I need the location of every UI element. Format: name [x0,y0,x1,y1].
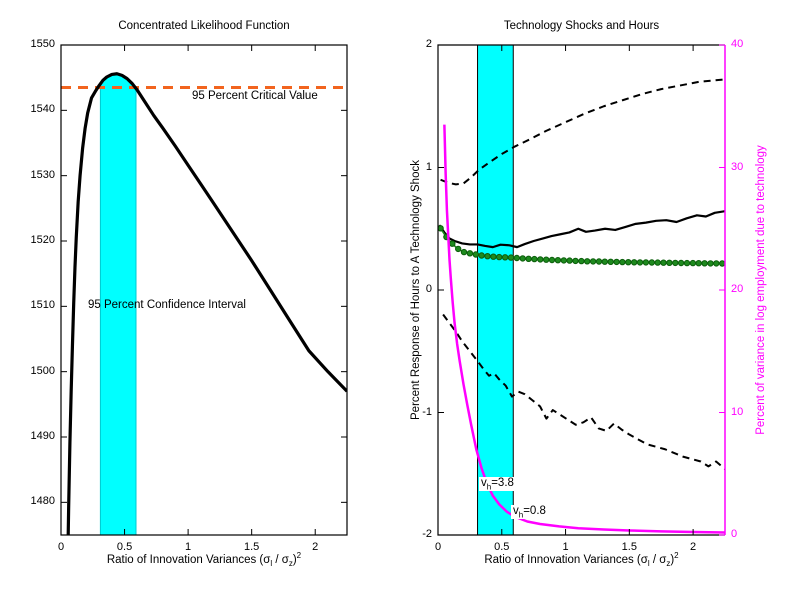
critical-value-label: 95 Percent Critical Value [192,90,318,102]
left-plot-title: Concentrated Likelihood Function [118,20,290,32]
green-circle-marker [449,240,456,247]
xlabel-text: Ratio of Innovation Variances (σ [484,553,648,566]
series-1 [438,210,725,249]
vh-sub: h [518,510,524,520]
green-circle-marker [513,254,520,262]
green-circle-marker [531,255,538,263]
green-circle-marker [654,259,661,266]
green-circle-marker [543,256,550,263]
green-circle-marker [572,257,579,265]
left-plot-xlabel: Ratio of Innovation Variances (σl / σz)2 [61,551,347,568]
green-circle-marker [466,250,474,257]
green-circle-marker [578,257,585,265]
green-circle-marker [548,256,556,264]
green-circle-marker [677,259,685,267]
green-circle-marker [613,258,620,266]
confidence-interval-label: 95 Percent Confidence Interval [88,299,246,311]
series-4 [443,124,725,534]
right-plot-xlabel: Ratio of Innovation Variances (σl / σz)2 [438,551,725,568]
green-circle-marker [566,257,573,264]
xlabel-text: / σ [272,553,289,566]
green-circle-marker [625,259,632,266]
green-circle-marker [460,248,468,256]
right-plot-title: Technology Shocks and Hours [503,20,660,32]
green-circle-marker [478,252,485,259]
green-circle-marker [472,251,479,258]
xlabel-text: ) [670,553,675,566]
vh-value: =3.8 [491,477,514,489]
green-circle-marker [490,253,497,260]
green-circle-marker [560,257,567,264]
green-circle-marker [631,259,638,266]
xlabel-text: ) [292,553,297,566]
green-circle-marker [601,258,608,265]
green-circle-marker [683,259,691,267]
green-circle-marker [666,259,673,266]
right-plot-area [438,45,725,535]
green-circle-marker [519,255,526,262]
green-circle-marker [707,260,714,267]
green-circle-marker [455,245,462,253]
green-circle-marker [525,255,532,262]
left-plot-area [61,72,347,535]
green-circle-marker [672,259,679,267]
green-circle-marker [689,259,697,267]
xlabel-text: / σ [649,553,667,566]
series-0 [440,78,725,186]
green-circle-marker [701,260,708,267]
left-plot-frame [60,44,348,536]
green-circle-marker [636,259,644,266]
green-circle-marker [554,257,562,264]
green-circle-marker [607,258,614,265]
green-circle-marker [695,260,702,267]
green-circle-marker [642,259,650,266]
green-circle-marker [660,259,667,266]
xlabel-sub-z: z [288,559,293,569]
xlabel-sub-l: l [270,559,273,569]
green-circle-marker [438,225,444,232]
vh-text: v [513,505,519,517]
green-circle-marker [619,258,626,266]
vh-sub: h [486,482,492,492]
xlabel-sub-l: l [647,559,650,569]
vh-0.8-annotation: vh=0.8 [511,505,548,520]
xlabel-sub-z: z [666,559,671,569]
xlabel-sup-2: 2 [674,551,679,560]
xlabel-sup-2: 2 [296,551,302,560]
green-circle-marker [713,260,720,267]
green-circle-marker [537,256,544,263]
green-circle-marker [648,259,655,266]
likelihood-curve [66,72,347,535]
green-circle-marker [589,258,597,265]
green-circle-marker [507,254,515,261]
shaded-region-band [477,45,514,535]
xlabel-text: Ratio of Innovation Variances (σ [106,553,271,566]
green-circle-marker [584,258,591,265]
vh-text: v [481,477,487,489]
green-circle-marker [496,253,503,261]
green-circle-marker [484,253,491,260]
green-circle-marker [719,260,725,267]
green-circle-marker [501,254,509,261]
green-circle-marker [595,258,603,265]
vh-value: =0.8 [523,505,546,517]
vh-3.8-annotation: vh=3.8 [479,477,516,492]
